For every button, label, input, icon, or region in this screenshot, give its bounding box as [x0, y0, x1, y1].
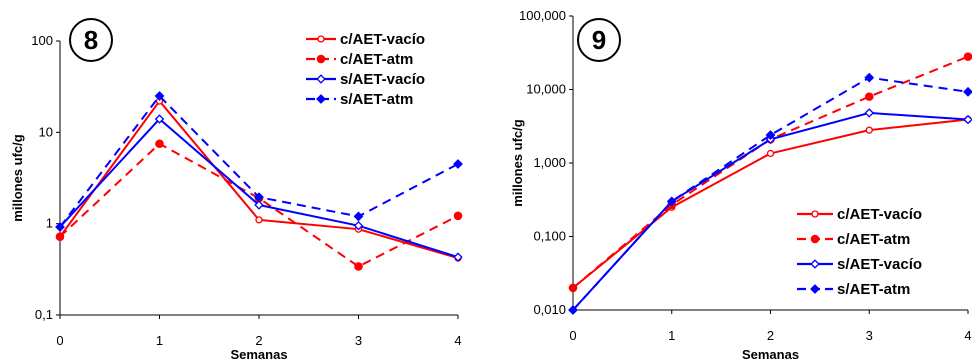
data-point: [154, 114, 165, 124]
chart-8: 0,1 1 10 100 0 1 2 3 4 Semanas millones ufc/g 8 c/AE…: [10, 18, 463, 362]
y-tick-label: 100: [31, 33, 53, 48]
legend-label: c/AET-vacío: [340, 31, 425, 48]
chart-9: 0,010 0,100 1,000 10,000 100,000 0 1 2 3 4 Semanas…: [510, 8, 972, 362]
series-s/AET-vacío: [55, 114, 463, 262]
data-point: [317, 35, 325, 43]
legend-label: c/AET-vacío: [837, 206, 922, 223]
data-point: [254, 192, 264, 203]
data-point: [354, 262, 363, 271]
data-point: [811, 210, 819, 218]
data-point: [155, 139, 164, 149]
series-line: [59, 142, 459, 268]
y-tick-label: 10: [39, 124, 53, 139]
data-point: [963, 114, 972, 125]
series-line: [572, 76, 969, 311]
data-point: [963, 86, 972, 97]
legend-label: s/AET-atm: [837, 281, 910, 298]
data-point: [353, 211, 364, 222]
data-point: [864, 92, 874, 101]
data-point: [55, 222, 65, 232]
data-point: [55, 232, 65, 241]
data-point: [316, 74, 326, 84]
x-tick-label: 2: [255, 333, 262, 348]
data-point: [810, 259, 820, 269]
x-tick-label: 2: [767, 328, 774, 343]
x-tick-label: 0: [569, 328, 576, 343]
x-tick-label: 1: [668, 328, 675, 343]
legend: c/AET-vacío c/AET-atm s/AET-vacío s/AET-atm: [797, 206, 922, 298]
data-point: [666, 196, 677, 207]
y-tick-label: 0,010: [533, 302, 566, 317]
y-tick-label: 1,000: [533, 155, 566, 170]
chart-number: 8: [84, 25, 98, 55]
data-point: [453, 252, 463, 262]
series-line: [572, 55, 969, 289]
data-point: [864, 108, 874, 118]
y-axis-label: millones ufc/g: [510, 119, 525, 206]
data-point: [766, 149, 775, 158]
x-tick-label: 1: [156, 333, 163, 348]
legend-label: c/AET-atm: [340, 51, 413, 68]
series-s/AET-atm: [55, 91, 463, 232]
data-point: [254, 200, 264, 210]
legend-label: s/AET-atm: [340, 91, 413, 108]
y-tick-label: 1: [46, 216, 53, 231]
chart-number-badge: [69, 18, 113, 62]
legend-label: s/AET-vacío: [837, 256, 922, 273]
x-tick-label: 4: [964, 328, 971, 343]
x-axis-label: Semanas: [742, 347, 799, 362]
series-c/AET-vacío: [56, 97, 462, 262]
x-tick-label: 4: [454, 333, 461, 348]
data-point: [154, 91, 165, 101]
data-point: [568, 283, 578, 293]
data-point: [316, 54, 326, 64]
data-point: [255, 216, 263, 224]
y-tick-label: 0,100: [533, 229, 566, 244]
series-line: [59, 117, 459, 259]
x-tick-label: 0: [56, 333, 63, 348]
data-point: [963, 52, 972, 61]
data-point: [865, 126, 873, 134]
data-point: [453, 159, 463, 169]
legend-label: c/AET-atm: [837, 231, 910, 248]
data-point: [765, 130, 776, 140]
data-point: [810, 234, 820, 244]
series-s/AET-atm: [568, 72, 972, 315]
data-point: [316, 94, 326, 104]
chart-number: 9: [592, 25, 606, 55]
x-tick-label: 3: [866, 328, 873, 343]
y-tick-label: 0,1: [35, 307, 53, 322]
legend: c/AET-vacío c/AET-atm s/AET-vacío s/AET-atm: [306, 31, 425, 108]
y-tick-label: 100,000: [519, 8, 566, 23]
data-point: [810, 284, 820, 294]
data-point: [568, 305, 578, 315]
x-tick-label: 3: [355, 333, 362, 348]
y-tick-label: 10,000: [526, 82, 566, 97]
y-axis-label: millones ufc/g: [10, 134, 25, 221]
legend-label: s/AET-vacío: [340, 71, 425, 88]
data-point: [864, 72, 875, 83]
data-point: [353, 220, 364, 231]
data-point: [453, 211, 463, 221]
chart-number-badge: [577, 18, 621, 62]
series-c/AET-atm: [55, 139, 463, 271]
x-axis-label: Semanas: [230, 347, 287, 362]
